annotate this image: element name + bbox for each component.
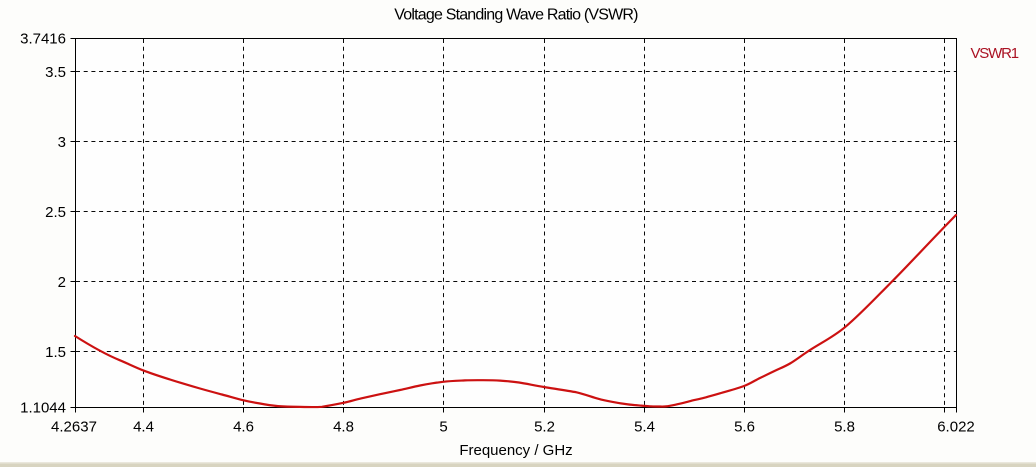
svg-text:4.4: 4.4 [133,419,154,436]
svg-text:5.6: 5.6 [734,419,755,436]
svg-text:5: 5 [439,419,447,436]
svg-text:1.5: 1.5 [45,344,66,361]
svg-text:2.5: 2.5 [45,204,66,221]
svg-text:5.4: 5.4 [634,419,655,436]
svg-text:4.8: 4.8 [333,419,354,436]
svg-text:5.8: 5.8 [834,419,855,436]
svg-text:3: 3 [58,134,66,151]
svg-text:2: 2 [58,274,66,291]
svg-text:Frequency / GHz: Frequency / GHz [459,442,572,459]
svg-text:5.2: 5.2 [534,419,555,436]
svg-text:4.2637: 4.2637 [51,419,97,436]
svg-text:Voltage Standing Wave Ratio (V: Voltage Standing Wave Ratio (VSWR) [394,7,638,24]
svg-text:VSWR1: VSWR1 [971,45,1019,62]
svg-text:1.1044: 1.1044 [20,400,66,417]
svg-text:3.7416: 3.7416 [20,31,66,48]
svg-text:3.5: 3.5 [45,64,66,81]
svg-text:4.6: 4.6 [233,419,254,436]
svg-text:6.022: 6.022 [937,419,975,436]
